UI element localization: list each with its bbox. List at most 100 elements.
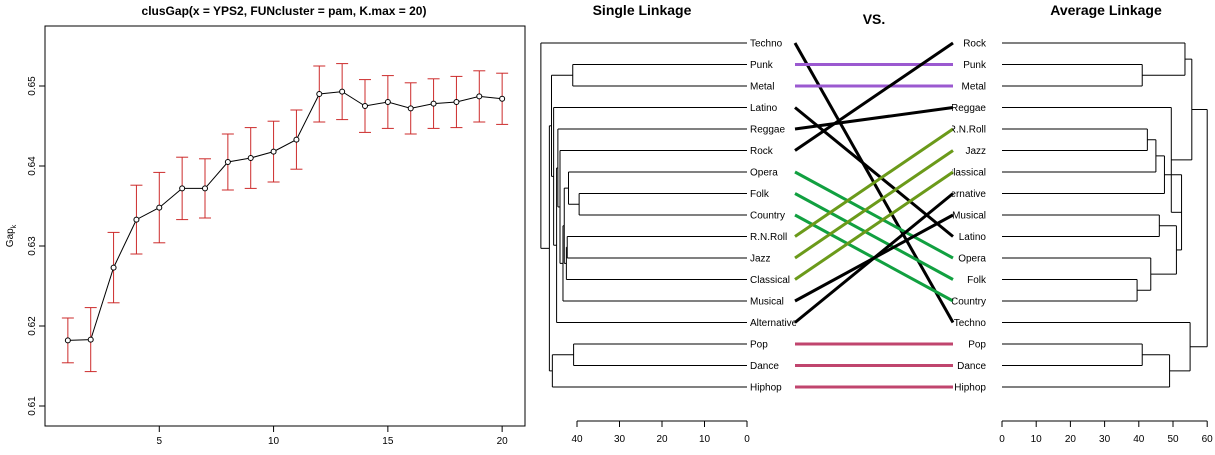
connector-reggae [794,106,954,131]
right-axis-tick-label: 10 [1031,434,1043,445]
gap-point [110,264,117,271]
left-leaf-label: Jazz [750,254,771,265]
svg-text:Gapk: Gapk [5,224,18,247]
gap-x-tick-label: 20 [497,436,509,447]
gap-point [202,185,208,192]
gap-point [87,336,94,343]
left-axis-tick-label: 40 [571,434,583,445]
connector-rock [794,41,954,152]
left-height-axis: 40 30 20 10 0 [571,420,750,445]
left-dendrogram [540,42,747,388]
right-leaf-label: Jazz [965,146,986,157]
left-leaf-label: Rock [750,146,774,157]
gap-point [224,159,231,165]
right-axis-tick-label: 60 [1202,434,1214,445]
gap-point [64,337,71,344]
gap-point [293,136,300,143]
right-axis-tick-label: 0 [999,434,1005,445]
connector-opera [794,170,954,260]
right-leaf-label: Dance [957,361,986,372]
right-leaf-label: Punk [963,60,987,71]
right-axis-tick-label: 40 [1133,434,1145,445]
left-leaf-label: Techno [750,39,783,50]
gap-point [247,155,254,161]
left-leaf-label: Reggae [750,125,785,136]
gap-x-tick-label: 10 [268,436,280,447]
right-leaf-label: Rock [963,39,987,50]
left-axis-tick-label: 20 [656,434,668,445]
right-leaf-label: Alternative [939,189,987,200]
gap-point [430,100,437,107]
right-leaf-label: Techno [954,318,987,329]
connector-rnroll [794,127,954,238]
right-axis-tick-label: 50 [1167,434,1179,445]
right-leaf-label: Latino [959,232,987,243]
right-leaf-label: Hiphop [954,383,986,394]
gap-point [133,216,140,223]
tanglegram: Single Linkage VS. Average Linkage Techn… [540,2,1214,445]
right-height-axis: 0 10 20 30 40 50 60 [999,420,1214,445]
right-leaf-label: Metal [962,82,986,93]
gap-chart-title: clusGap(x = YPS2, FUNcluster = pam, K.ma… [142,4,427,18]
right-leaf-labels: Rock Punk Metal Reggae R.N.Roll Jazz Classical… [939,39,987,394]
left-leaf-label: Classical [750,275,790,286]
gap-y-axis: 0.61 0.62 0.63 0.64 0.65 [27,76,45,416]
left-leaf-label: Country [750,211,785,222]
right-dendrogram-title: Average Linkage [1050,2,1162,18]
right-leaf-label: Pop [968,340,986,351]
gap-point [362,103,368,109]
gap-point [407,105,414,112]
center-title: VS. [863,11,886,27]
left-leaf-label: Opera [750,168,778,179]
gap-y-tick-label: 0.65 [27,76,38,96]
connector-lines [793,41,955,389]
left-leaf-label: Hiphop [750,383,782,394]
gap-line [67,91,503,341]
gap-y-tick-label: 0.64 [27,156,38,176]
left-axis-tick-label: 30 [614,434,626,445]
gap-point [476,93,483,100]
gap-y-label: Gapk [5,224,18,247]
right-leaf-label: Country [951,297,986,308]
gap-point [179,185,186,192]
right-leaf-label: R.N.Roll [949,125,986,136]
gap-statistic-chart: clusGap(x = YPS2, FUNcluster = pam, K.ma… [5,4,526,447]
gap-x-tick-label: 5 [157,436,163,447]
gap-marks [61,63,509,373]
right-axis-tick-label: 30 [1099,434,1111,445]
left-leaf-labels: Techno Punk Metal Latino Reggae Rock Opera Folk… [750,39,798,394]
gap-point [499,95,506,102]
gap-point [453,99,460,105]
connector-classical [794,170,954,281]
gap-y-tick-label: 0.63 [27,236,38,256]
gap-x-tick-label: 15 [382,436,394,447]
left-axis-tick-label: 10 [699,434,711,445]
right-leaf-label: Reggae [951,103,986,114]
connector-jazz [794,149,954,260]
left-leaf-label: Latino [750,103,778,114]
gap-plot-frame [44,25,526,427]
right-leaf-label: Musical [952,211,986,222]
right-leaf-label: Classical [946,168,986,179]
right-leaf-label: Folk [967,275,987,286]
gap-point [339,88,346,95]
right-leaf-label: Opera [958,254,986,265]
left-leaf-label: Folk [750,189,770,200]
gap-point [384,99,391,105]
left-leaf-label: Dance [750,361,779,372]
right-dendrogram [1002,42,1208,388]
gap-x-axis: 5 10 15 20 [157,426,509,447]
gap-y-label-subscript: k [11,224,18,228]
left-axis-tick-label: 0 [744,434,750,445]
gap-y-label-main: Gap [5,228,16,247]
left-leaf-label: Alternative [750,318,798,329]
gap-point [156,204,163,211]
connector-alternative [794,192,954,324]
left-dendrogram-title: Single Linkage [593,2,692,18]
gap-y-tick-label: 0.62 [27,316,38,336]
connector-folk [794,192,954,281]
gap-point [316,91,323,97]
left-leaf-label: Pop [750,340,768,351]
gap-y-tick-label: 0.61 [27,396,38,416]
